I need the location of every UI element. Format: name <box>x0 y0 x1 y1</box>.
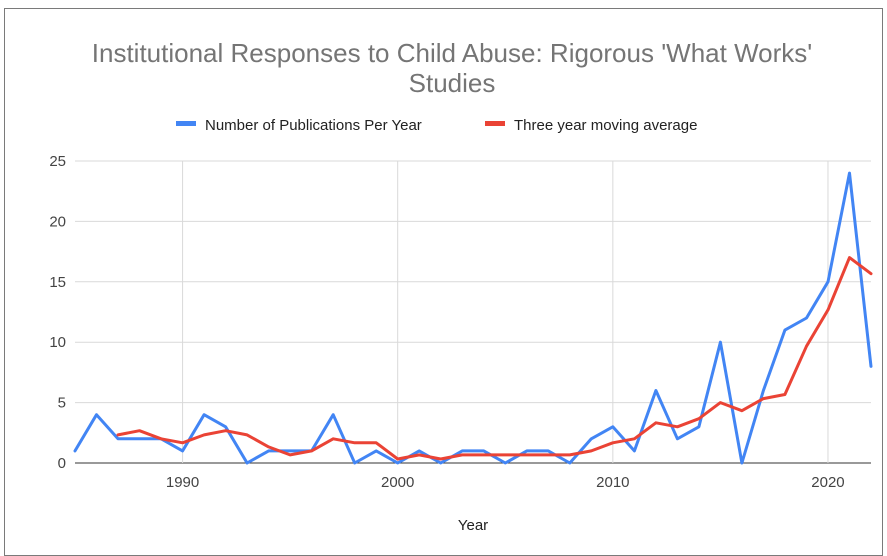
y-tick-label: 25 <box>49 153 66 170</box>
y-tick-label: 5 <box>58 395 66 412</box>
x-axis-title: Year <box>458 517 488 534</box>
x-axis-ticks: 1990 2000 2010 2020 <box>166 474 845 491</box>
x-tick-label: 2020 <box>811 474 844 491</box>
x-tick-label: 1990 <box>166 474 199 491</box>
gridlines <box>75 160 871 464</box>
y-tick-label: 0 <box>58 455 66 472</box>
legend: Number of Publications Per Year Three ye… <box>176 117 697 134</box>
y-axis-ticks: 0 5 10 15 20 25 <box>49 153 66 472</box>
legend-label-moving-average: Three year moving average <box>514 117 697 134</box>
legend-swatch-moving-average <box>485 121 505 126</box>
y-tick-label: 20 <box>49 213 66 230</box>
chart-title-line2: Studies <box>409 68 496 98</box>
x-tick-label: 2000 <box>381 474 414 491</box>
chart-title-line1: Institutional Responses to Child Abuse: … <box>92 38 812 68</box>
legend-swatch-publications <box>176 121 196 126</box>
x-tick-label: 2010 <box>596 474 629 491</box>
y-tick-label: 15 <box>49 274 66 291</box>
y-tick-label: 10 <box>49 334 66 351</box>
legend-label-publications: Number of Publications Per Year <box>205 117 422 134</box>
series-line-moving-average <box>116 256 873 461</box>
series-line-publications <box>73 171 873 465</box>
series-lines <box>73 171 873 465</box>
